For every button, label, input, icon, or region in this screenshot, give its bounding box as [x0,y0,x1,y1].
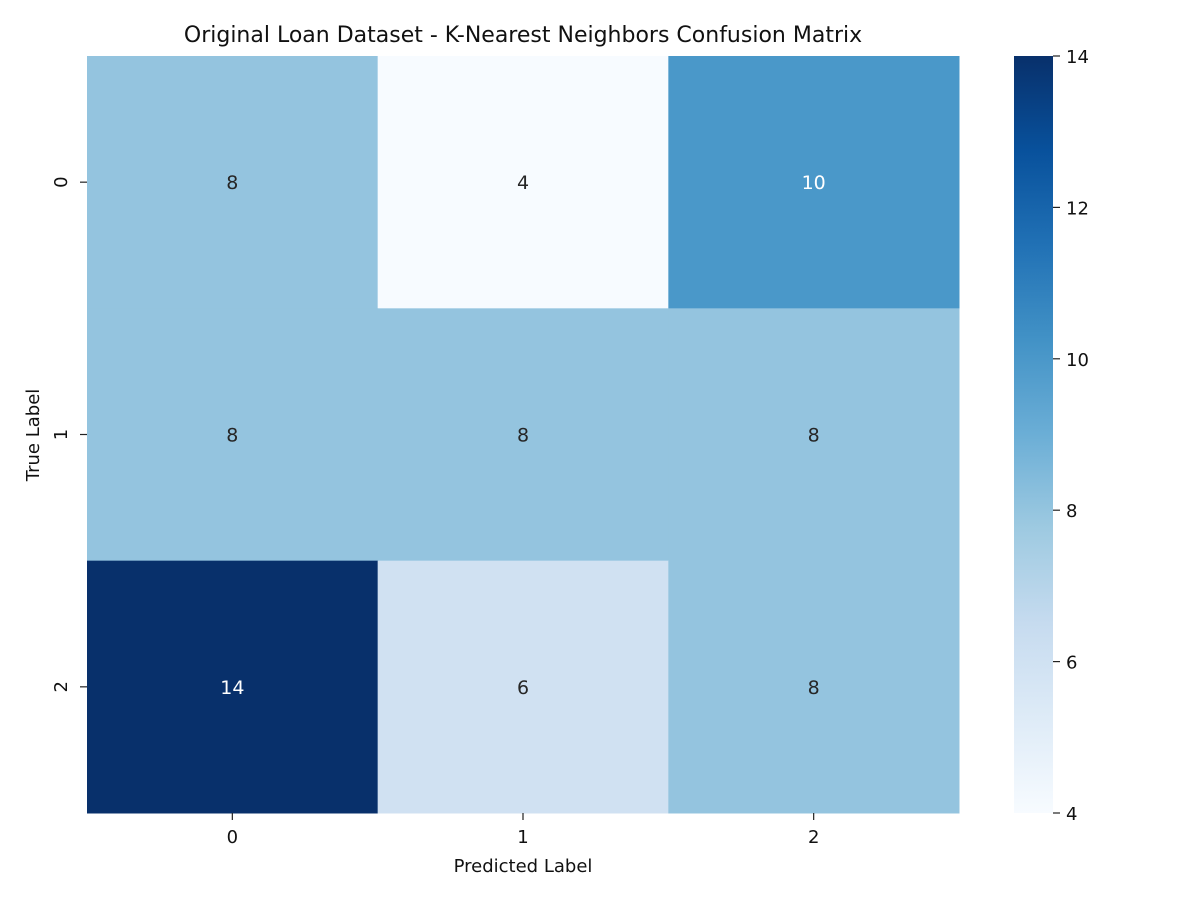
cell-value-label: 8 [808,677,820,699]
y-tick-label: 1 [51,429,72,440]
y-axis-label: True Label [23,389,44,483]
cell-value-label: 8 [226,172,238,194]
colorbar-tick-label: 10 [1066,350,1089,371]
heatmap-cell-2-1 [377,560,669,814]
x-tick-label: 1 [517,827,528,848]
heatmap-cell-0-0 [87,56,379,309]
x-tick-label: 2 [808,827,819,848]
cell-value-label: 8 [808,425,820,447]
heatmap-cell-0-1 [377,56,669,309]
y-tick-label: 2 [51,681,72,692]
y-axis-ticks: 0 1 2 [51,176,87,693]
heatmap-cell-0-2 [668,56,960,309]
heatmap-cell-2-2 [668,560,960,814]
colorbar-tick-label: 4 [1066,804,1077,825]
cell-value-label: 4 [517,172,529,194]
x-tick-label: 0 [227,827,238,848]
heatmap-cell-1-0 [87,308,379,562]
cell-value-label: 6 [517,677,529,699]
x-axis-label: Predicted Label [454,856,593,877]
heatmap-cell-1-1 [377,308,669,562]
heatmap-cell-1-2 [668,308,960,562]
cell-value-label: 14 [220,677,244,699]
colorbar [1014,56,1053,813]
colorbar-ticks: 4 6 8 10 12 14 [1053,47,1089,825]
colorbar-tick-label: 12 [1066,198,1089,219]
y-tick-label: 0 [51,176,72,187]
chart-title: Original Loan Dataset - K-Nearest Neighb… [184,23,862,48]
cell-value-label: 8 [226,425,238,447]
heatmap-cell-2-0 [87,560,379,814]
colorbar-tick-label: 6 [1066,653,1077,674]
cell-value-label: 10 [802,172,826,194]
colorbar-tick-label: 14 [1066,47,1089,68]
cell-value-label: 8 [517,425,529,447]
x-axis-ticks: 0 1 2 [227,813,819,848]
colorbar-tick-label: 8 [1066,501,1077,522]
heatmap-cells: 8 4 10 8 8 8 14 6 8 [87,56,960,814]
